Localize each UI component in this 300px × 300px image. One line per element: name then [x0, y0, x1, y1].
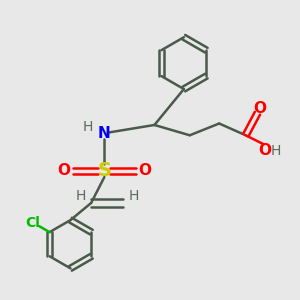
Text: N: N [98, 126, 111, 141]
Text: H: H [129, 189, 139, 202]
Text: H: H [76, 189, 86, 202]
Text: O: O [139, 163, 152, 178]
Text: O: O [253, 101, 266, 116]
Text: H: H [271, 144, 281, 158]
Text: S: S [98, 161, 111, 180]
Text: O: O [258, 143, 271, 158]
Text: Cl: Cl [26, 216, 40, 230]
Text: H: H [83, 120, 93, 134]
Text: O: O [57, 163, 70, 178]
